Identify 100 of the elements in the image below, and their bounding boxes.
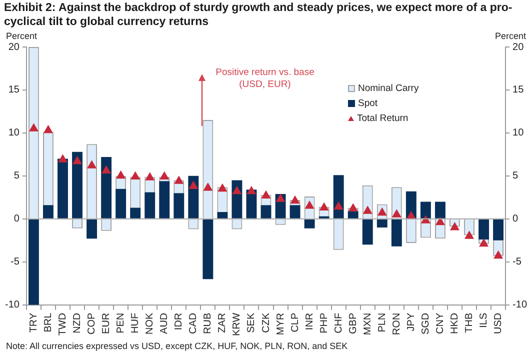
point bbox=[436, 217, 445, 226]
y2-tick-label: -10 bbox=[512, 300, 528, 311]
x-tick-label: CHF bbox=[333, 312, 344, 334]
x-tick-label: SGD bbox=[420, 312, 432, 335]
x-tick-label: INR bbox=[304, 312, 316, 330]
bar bbox=[478, 219, 489, 240]
bar bbox=[290, 205, 300, 218]
point bbox=[392, 210, 402, 218]
x-tick-label: CAD bbox=[188, 312, 200, 334]
x-tick-label: BRL bbox=[42, 312, 54, 332]
x-tick-label: THB bbox=[464, 312, 475, 333]
point bbox=[102, 166, 111, 174]
point bbox=[290, 196, 300, 204]
point bbox=[247, 186, 256, 194]
point bbox=[58, 154, 68, 162]
annotation: Positive return vs. base (USD, EUR) bbox=[214, 67, 316, 91]
x-tick-label: GBP bbox=[348, 312, 359, 334]
x-tick-label: TRY bbox=[28, 312, 40, 333]
y2-axis-title: Percent bbox=[494, 31, 526, 41]
x-tick-label: JPY bbox=[406, 312, 417, 332]
bar bbox=[420, 202, 431, 218]
point bbox=[116, 170, 126, 179]
text: Note: All currencies expressed vs USD, except CZK, HUF, NOK, PLN, RON, and SEK bbox=[6, 341, 348, 351]
y-tick-label: 20 bbox=[8, 42, 20, 53]
x-tick-label: EUR bbox=[101, 312, 112, 334]
x-tick-label: RON bbox=[391, 312, 402, 336]
x-tick-label: KRW bbox=[232, 312, 243, 336]
x-tick-label: NOK bbox=[144, 312, 156, 335]
bar bbox=[333, 175, 344, 218]
bar bbox=[28, 219, 39, 305]
point bbox=[29, 124, 38, 132]
point bbox=[276, 194, 285, 202]
bar bbox=[260, 205, 272, 218]
x-tick-label: CNY bbox=[434, 312, 446, 334]
bar bbox=[130, 208, 141, 218]
y-axis-title: Percent bbox=[6, 31, 38, 41]
bar bbox=[391, 219, 402, 246]
bar bbox=[376, 219, 388, 228]
y-tick-label: 5 bbox=[14, 170, 20, 182]
bar bbox=[348, 211, 358, 218]
point bbox=[363, 206, 372, 214]
x-tick-label: AUD bbox=[159, 312, 170, 334]
x-tick-label: SEK bbox=[246, 312, 258, 333]
bar bbox=[174, 193, 184, 218]
x-tick-label: HKD bbox=[449, 312, 460, 334]
point bbox=[348, 204, 358, 212]
x-tick-label: USD bbox=[493, 312, 504, 334]
point bbox=[145, 172, 154, 180]
point bbox=[44, 125, 53, 134]
y2-tick-label: 20 bbox=[512, 42, 524, 53]
point bbox=[174, 176, 184, 184]
bar bbox=[86, 219, 98, 239]
x-tick-label: IDR bbox=[174, 312, 185, 330]
bar bbox=[217, 212, 228, 218]
point bbox=[87, 160, 96, 168]
x-tick-label: TWD bbox=[58, 312, 68, 336]
x-tick-label: HUF bbox=[130, 312, 142, 334]
chart-title: Exhibit 2: Against the backdrop of sturdy growth and steady prices, we expect more of a pro-cyclical tilt to global currency returns bbox=[4, 1, 514, 29]
bar bbox=[58, 158, 68, 218]
point bbox=[464, 231, 474, 239]
bar bbox=[202, 219, 214, 280]
x-tick-label: ZAR bbox=[217, 312, 228, 333]
x-tick-label: CZK bbox=[260, 312, 272, 333]
x-tick-label: MYR bbox=[275, 312, 286, 336]
point bbox=[479, 238, 488, 247]
bar bbox=[362, 219, 373, 245]
y-tick-label: -10 bbox=[5, 300, 20, 311]
x-tick-label: PLN bbox=[376, 312, 388, 332]
y-tick-label: 10 bbox=[8, 128, 20, 139]
bar bbox=[159, 181, 170, 218]
x-tick-label: PHP bbox=[318, 312, 330, 334]
legend-label: Spot bbox=[358, 98, 378, 109]
y2-tick-label: 10 bbox=[512, 128, 524, 139]
x-tick-label: COP bbox=[86, 312, 98, 335]
point bbox=[334, 202, 343, 210]
x-tick-label: ILS bbox=[478, 312, 490, 328]
x-tick-label: CLP bbox=[290, 312, 301, 332]
bar bbox=[304, 219, 315, 228]
bar bbox=[43, 205, 54, 218]
point bbox=[320, 202, 328, 210]
bar bbox=[493, 219, 504, 240]
bar bbox=[144, 192, 156, 218]
y2-tick-label: 0 bbox=[512, 214, 519, 225]
y-tick-label: 0 bbox=[14, 214, 20, 225]
bar bbox=[116, 188, 126, 218]
point bbox=[262, 190, 270, 198]
point bbox=[232, 186, 242, 194]
point bbox=[218, 184, 227, 192]
bar bbox=[232, 180, 242, 218]
point bbox=[130, 172, 140, 180]
point bbox=[72, 156, 82, 164]
y-tick-label: -5 bbox=[10, 256, 20, 268]
y2-tick-label: 15 bbox=[512, 84, 524, 96]
point bbox=[160, 172, 169, 180]
point bbox=[450, 222, 460, 230]
y-tick-label: 15 bbox=[8, 84, 20, 96]
bar bbox=[188, 176, 199, 218]
point bbox=[189, 181, 198, 189]
y2-tick-label: -5 bbox=[512, 256, 522, 268]
legend-label: Total Return bbox=[357, 113, 408, 124]
